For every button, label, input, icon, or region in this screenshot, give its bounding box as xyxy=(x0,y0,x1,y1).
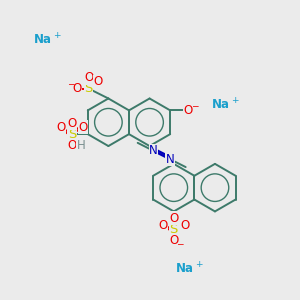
Text: O: O xyxy=(158,219,167,232)
Text: O: O xyxy=(183,104,193,117)
Text: N: N xyxy=(166,153,174,166)
Text: O: O xyxy=(180,219,189,232)
Text: O: O xyxy=(72,82,81,95)
Text: O: O xyxy=(67,139,76,152)
Text: −: − xyxy=(176,240,184,249)
Text: Na: Na xyxy=(34,32,52,46)
Text: S: S xyxy=(84,82,93,95)
Text: +: + xyxy=(232,96,239,105)
Text: S: S xyxy=(68,128,76,141)
Text: O: O xyxy=(67,117,76,130)
Text: −: − xyxy=(67,79,74,88)
Text: O: O xyxy=(94,75,103,88)
Text: +: + xyxy=(53,31,61,40)
Text: Na: Na xyxy=(176,262,194,275)
Text: −: − xyxy=(191,101,199,110)
Text: O: O xyxy=(78,121,88,134)
Text: O: O xyxy=(169,234,178,247)
Text: O: O xyxy=(169,212,178,225)
Text: N: N xyxy=(149,144,158,157)
Text: Na: Na xyxy=(212,98,230,111)
Text: H: H xyxy=(76,139,85,152)
Text: O: O xyxy=(84,71,93,84)
Text: +: + xyxy=(195,260,202,269)
Text: O: O xyxy=(56,121,66,134)
Text: S: S xyxy=(169,223,178,236)
